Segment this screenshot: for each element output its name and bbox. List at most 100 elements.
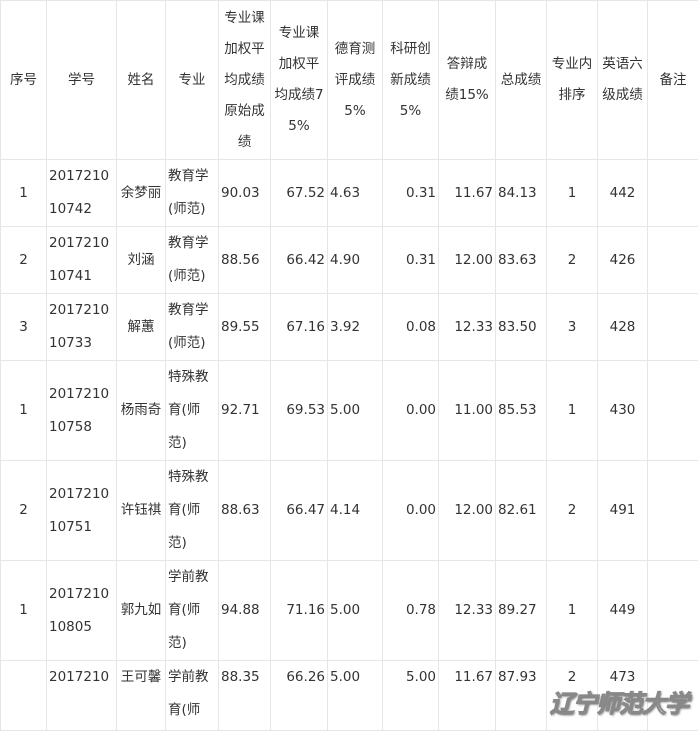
column-header: 专业 xyxy=(166,1,219,160)
table-cell: 201721010742 xyxy=(47,160,117,227)
table-cell: 90.03 xyxy=(219,160,271,227)
table-cell: 5.00 xyxy=(328,661,383,731)
table-cell: 3.92 xyxy=(328,294,383,361)
table-cell: 特殊教育(师范) xyxy=(166,361,219,461)
table-cell: 201721010758 xyxy=(47,361,117,461)
table-cell: 66.26 xyxy=(271,661,328,731)
column-header: 总成绩 xyxy=(496,1,547,160)
column-header: 专业内排序 xyxy=(547,1,598,160)
table-cell: 解蕙 xyxy=(117,294,166,361)
column-header: 答辩成绩15% xyxy=(439,1,496,160)
table-cell: 12.00 xyxy=(439,461,496,561)
table-cell: 刘涵 xyxy=(117,227,166,294)
table-cell: 449 xyxy=(598,561,648,661)
table-cell xyxy=(648,361,698,461)
table-cell: 88.35 xyxy=(219,661,271,731)
table-cell: 4.14 xyxy=(328,461,383,561)
table-cell: 3 xyxy=(1,294,47,361)
table-cell: 1 xyxy=(1,160,47,227)
table-cell: 2 xyxy=(547,227,598,294)
column-header: 科研创新成绩5% xyxy=(383,1,439,160)
table-cell xyxy=(1,661,47,731)
table-cell: 88.56 xyxy=(219,227,271,294)
table-cell xyxy=(648,160,698,227)
table-cell xyxy=(648,227,698,294)
table-cell: 1 xyxy=(547,561,598,661)
table-cell: 85.53 xyxy=(496,361,547,461)
table-cell: 67.16 xyxy=(271,294,328,361)
table-cell: 201721010805 xyxy=(47,561,117,661)
header-row: 序号学号姓名专业专业课加权平均成绩原始成绩专业课加权平均成绩75%德育测评成绩5… xyxy=(1,1,698,160)
table-cell: 1 xyxy=(547,361,598,461)
table-cell: 201721010751 xyxy=(47,461,117,561)
column-header: 德育测评成绩5% xyxy=(328,1,383,160)
table-cell: 1 xyxy=(547,160,598,227)
table-cell: 2017210 xyxy=(47,661,117,731)
table-cell: 教育学(师范) xyxy=(166,294,219,361)
table-cell: 5.00 xyxy=(328,361,383,461)
table-cell: 学前教育(师范) xyxy=(166,561,219,661)
table-cell: 71.16 xyxy=(271,561,328,661)
table-cell: 0.08 xyxy=(383,294,439,361)
table-cell: 428 xyxy=(598,294,648,361)
table-cell: 66.47 xyxy=(271,461,328,561)
table-cell: 84.13 xyxy=(496,160,547,227)
table-cell: 201721010733 xyxy=(47,294,117,361)
table-cell: 89.27 xyxy=(496,561,547,661)
table-cell: 特殊教育(师范) xyxy=(166,461,219,561)
table-cell: 2 xyxy=(547,461,598,561)
table-cell: 94.88 xyxy=(219,561,271,661)
table-cell: 12.00 xyxy=(439,227,496,294)
table-cell: 82.61 xyxy=(496,461,547,561)
table-cell: 11.67 xyxy=(439,661,496,731)
table-cell: 426 xyxy=(598,227,648,294)
table-cell: 4.90 xyxy=(328,227,383,294)
table-cell: 学前教育(师 xyxy=(166,661,219,731)
table-cell: 66.42 xyxy=(271,227,328,294)
table-cell: 12.33 xyxy=(439,561,496,661)
table-cell: 1 xyxy=(1,561,47,661)
table-cell: 许钰祺 xyxy=(117,461,166,561)
table-cell: 5.00 xyxy=(383,661,439,731)
table-cell: 3 xyxy=(547,294,598,361)
table-cell: 0.31 xyxy=(383,227,439,294)
column-header: 专业课加权平均成绩75% xyxy=(271,1,328,160)
table-cell: 2 xyxy=(1,227,47,294)
table-cell: 491 xyxy=(598,461,648,561)
table-cell: 83.50 xyxy=(496,294,547,361)
table-cell: 5.00 xyxy=(328,561,383,661)
table-cell: 2 xyxy=(1,461,47,561)
table-cell: 0.31 xyxy=(383,160,439,227)
table-cell: 教育学(师范) xyxy=(166,160,219,227)
table-cell: 430 xyxy=(598,361,648,461)
table-cell: 1 xyxy=(1,361,47,461)
table-cell: 余梦丽 xyxy=(117,160,166,227)
table-cell: 4.63 xyxy=(328,160,383,227)
column-header: 姓名 xyxy=(117,1,166,160)
table-cell xyxy=(648,461,698,561)
table-cell: 11.67 xyxy=(439,160,496,227)
table-cell: 杨雨奇 xyxy=(117,361,166,461)
table-cell: 0.00 xyxy=(383,461,439,561)
table-cell: 郭九如 xyxy=(117,561,166,661)
table-cell: 92.71 xyxy=(219,361,271,461)
column-header: 专业课加权平均成绩原始成绩 xyxy=(219,1,271,160)
table-cell: 教育学(师范) xyxy=(166,227,219,294)
table-cell: 89.55 xyxy=(219,294,271,361)
table-cell: 87.93 xyxy=(496,661,547,731)
column-header: 备注 xyxy=(648,1,698,160)
watermark-logo: 辽宁师范大学 xyxy=(550,691,688,717)
table-cell: 王可馨 xyxy=(117,661,166,731)
table-cell: 11.00 xyxy=(439,361,496,461)
table-cell: 0.00 xyxy=(383,361,439,461)
table-cell xyxy=(648,561,698,661)
table-cell: 69.53 xyxy=(271,361,328,461)
table-cell: 83.63 xyxy=(496,227,547,294)
